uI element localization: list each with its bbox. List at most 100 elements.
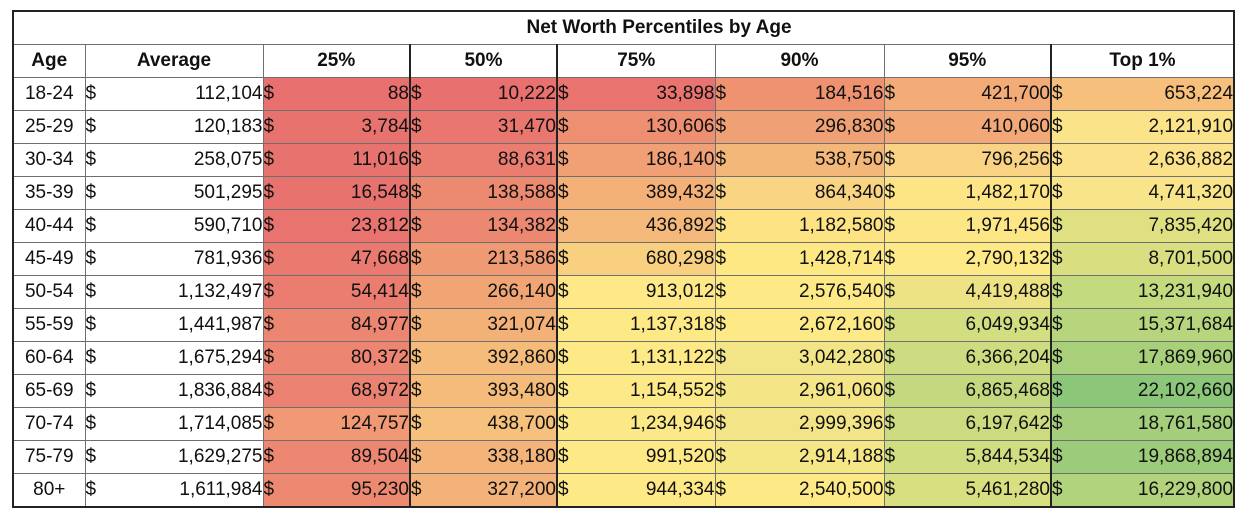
percentile-value-cell: 11,016: [284, 143, 411, 177]
header-average: Average: [85, 44, 264, 78]
age-cell: 25-29: [12, 110, 86, 144]
percentile-value-cell: 15,371,684: [1072, 308, 1236, 342]
currency-symbol: $: [1051, 110, 1072, 144]
percentile-value-cell: 13,231,940: [1072, 275, 1236, 309]
currency-symbol: $: [410, 374, 431, 408]
header-25: 25%: [263, 44, 411, 78]
header-90: 90%: [715, 44, 885, 78]
currency-symbol: $: [557, 77, 578, 111]
age-cell: 18-24: [12, 77, 86, 111]
average-value-cell: 1,611,984: [106, 473, 264, 508]
currency-symbol: $: [884, 242, 905, 276]
currency-symbol: $: [1051, 341, 1072, 375]
currency-symbol: $: [715, 440, 736, 474]
header-top1: Top 1%: [1051, 44, 1236, 78]
age-cell: 60-64: [12, 341, 86, 375]
percentile-value-cell: 186,140: [578, 143, 716, 177]
percentile-value-cell: 1,234,946: [578, 407, 716, 441]
currency-symbol: $: [1051, 308, 1072, 342]
percentile-value-cell: 421,700: [905, 77, 1052, 111]
average-value-cell: 501,295: [106, 176, 264, 210]
table-row: 18-24 $112,104 $88 $10,222 $33,898 $184,516 $4…: [12, 77, 1236, 111]
percentile-value-cell: 19,868,894: [1072, 440, 1236, 474]
currency-symbol: $: [263, 374, 284, 408]
currency-symbol: $: [884, 209, 905, 243]
percentile-value-cell: 1,137,318: [578, 308, 716, 342]
currency-symbol: $: [557, 308, 578, 342]
percentile-value-cell: 327,200: [431, 473, 558, 508]
percentile-value-cell: 5,844,534: [905, 440, 1052, 474]
currency-symbol: $: [410, 440, 431, 474]
table-row: 75-79 $1,629,275 $89,504 $338,180 $991,520 $2…: [12, 440, 1236, 474]
percentile-value-cell: 1,971,456: [905, 209, 1052, 243]
currency-symbol: $: [85, 407, 106, 441]
currency-symbol: $: [85, 341, 106, 375]
currency-symbol: $: [884, 374, 905, 408]
percentile-value-cell: 6,865,468: [905, 374, 1052, 408]
percentile-value-cell: 296,830: [736, 110, 885, 144]
percentile-value-cell: 95,230: [284, 473, 411, 508]
currency-symbol: $: [1051, 176, 1072, 210]
currency-symbol: $: [410, 341, 431, 375]
age-cell: 50-54: [12, 275, 86, 309]
currency-symbol: $: [1051, 275, 1072, 309]
percentile-value-cell: 134,382: [431, 209, 558, 243]
currency-symbol: $: [263, 275, 284, 309]
percentile-value-cell: 321,074: [431, 308, 558, 342]
percentile-value-cell: 392,860: [431, 341, 558, 375]
currency-symbol: $: [1051, 143, 1072, 177]
percentile-value-cell: 88,631: [431, 143, 558, 177]
currency-symbol: $: [85, 308, 106, 342]
currency-symbol: $: [715, 143, 736, 177]
header-age: Age: [12, 44, 86, 78]
currency-symbol: $: [557, 407, 578, 441]
percentile-value-cell: 4,741,320: [1072, 176, 1236, 210]
currency-symbol: $: [1051, 77, 1072, 111]
currency-symbol: $: [263, 143, 284, 177]
percentile-value-cell: 33,898: [578, 77, 716, 111]
currency-symbol: $: [557, 242, 578, 276]
percentile-value-cell: 1,131,122: [578, 341, 716, 375]
table-body: 18-24 $112,104 $88 $10,222 $33,898 $184,516 $4…: [12, 77, 1236, 508]
currency-symbol: $: [715, 110, 736, 144]
currency-symbol: $: [263, 341, 284, 375]
currency-symbol: $: [263, 242, 284, 276]
currency-symbol: $: [557, 110, 578, 144]
percentile-value-cell: 6,366,204: [905, 341, 1052, 375]
percentile-value-cell: 2,672,160: [736, 308, 885, 342]
table-row: 70-74 $1,714,085 $124,757 $438,700 $1,234,94…: [12, 407, 1236, 441]
currency-symbol: $: [85, 77, 106, 111]
currency-symbol: $: [263, 473, 284, 508]
currency-symbol: $: [85, 176, 106, 210]
table-row: 25-29 $120,183 $3,784 $31,470 $130,606 $296,8…: [12, 110, 1236, 144]
spreadsheet: Net Worth Percentiles by Age Age Average 2…: [12, 10, 1236, 508]
table-row: 30-34 $258,075 $11,016 $88,631 $186,140 $538,…: [12, 143, 1236, 177]
table-row: 40-44 $590,710 $23,812 $134,382 $436,892 $1,1…: [12, 209, 1236, 243]
percentile-value-cell: 89,504: [284, 440, 411, 474]
currency-symbol: $: [263, 308, 284, 342]
header-50: 50%: [410, 44, 558, 78]
average-value-cell: 590,710: [106, 209, 264, 243]
percentile-value-cell: 17,869,960: [1072, 341, 1236, 375]
percentile-value-cell: 1,482,170: [905, 176, 1052, 210]
average-value-cell: 1,441,987: [106, 308, 264, 342]
table-row: 35-39 $501,295 $16,548 $138,588 $389,432 $864…: [12, 176, 1236, 210]
age-cell: 35-39: [12, 176, 86, 210]
currency-symbol: $: [557, 374, 578, 408]
percentile-value-cell: 5,461,280: [905, 473, 1052, 508]
percentile-value-cell: 138,588: [431, 176, 558, 210]
currency-symbol: $: [263, 77, 284, 111]
percentile-value-cell: 7,835,420: [1072, 209, 1236, 243]
percentile-value-cell: 2,914,188: [736, 440, 885, 474]
percentile-value-cell: 184,516: [736, 77, 885, 111]
header-95: 95%: [884, 44, 1052, 78]
percentile-value-cell: 338,180: [431, 440, 558, 474]
age-cell: 40-44: [12, 209, 86, 243]
percentile-value-cell: 266,140: [431, 275, 558, 309]
table-title: Net Worth Percentiles by Age: [85, 10, 1236, 45]
percentile-value-cell: 538,750: [736, 143, 885, 177]
percentile-value-cell: 68,972: [284, 374, 411, 408]
percentile-value-cell: 2,636,882: [1072, 143, 1236, 177]
currency-symbol: $: [884, 275, 905, 309]
currency-symbol: $: [263, 440, 284, 474]
